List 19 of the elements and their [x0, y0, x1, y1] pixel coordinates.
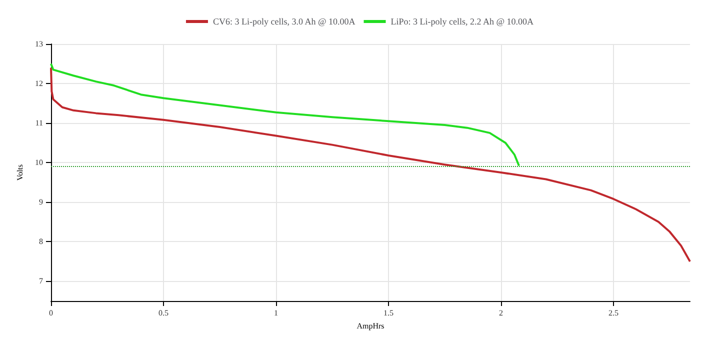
x-tick-label: 2 [499, 308, 503, 318]
y-tick-label: 13 [35, 40, 43, 48]
x-tick-label: 0 [49, 308, 53, 318]
x-tick-label: 2.5 [608, 308, 618, 318]
y-tick-label: 10 [35, 158, 43, 168]
y-tick-label: 11 [35, 118, 43, 128]
y-axis-title: Volts [16, 164, 25, 181]
y-tick-label: 9 [39, 198, 43, 207]
x-tick-label: 1 [274, 308, 278, 318]
line-series [50, 62, 520, 167]
y-tick-label: 7 [39, 276, 43, 286]
y-tick-label: 12 [35, 79, 43, 88]
legend-label: LiPo: 3 Li-poly cells, 2.2 Ah @ 10.00A [390, 16, 534, 26]
x-tick-label: 1.5 [384, 308, 394, 318]
x-tick-label: 0.5 [158, 308, 168, 318]
y-tick-label: 8 [39, 237, 43, 246]
legend-label: CV6: 3 Li-poly cells, 3.0 Ah @ 10.00A [212, 16, 356, 26]
x-axis-title: AmpHrs [356, 321, 384, 330]
line-series [50, 66, 691, 262]
